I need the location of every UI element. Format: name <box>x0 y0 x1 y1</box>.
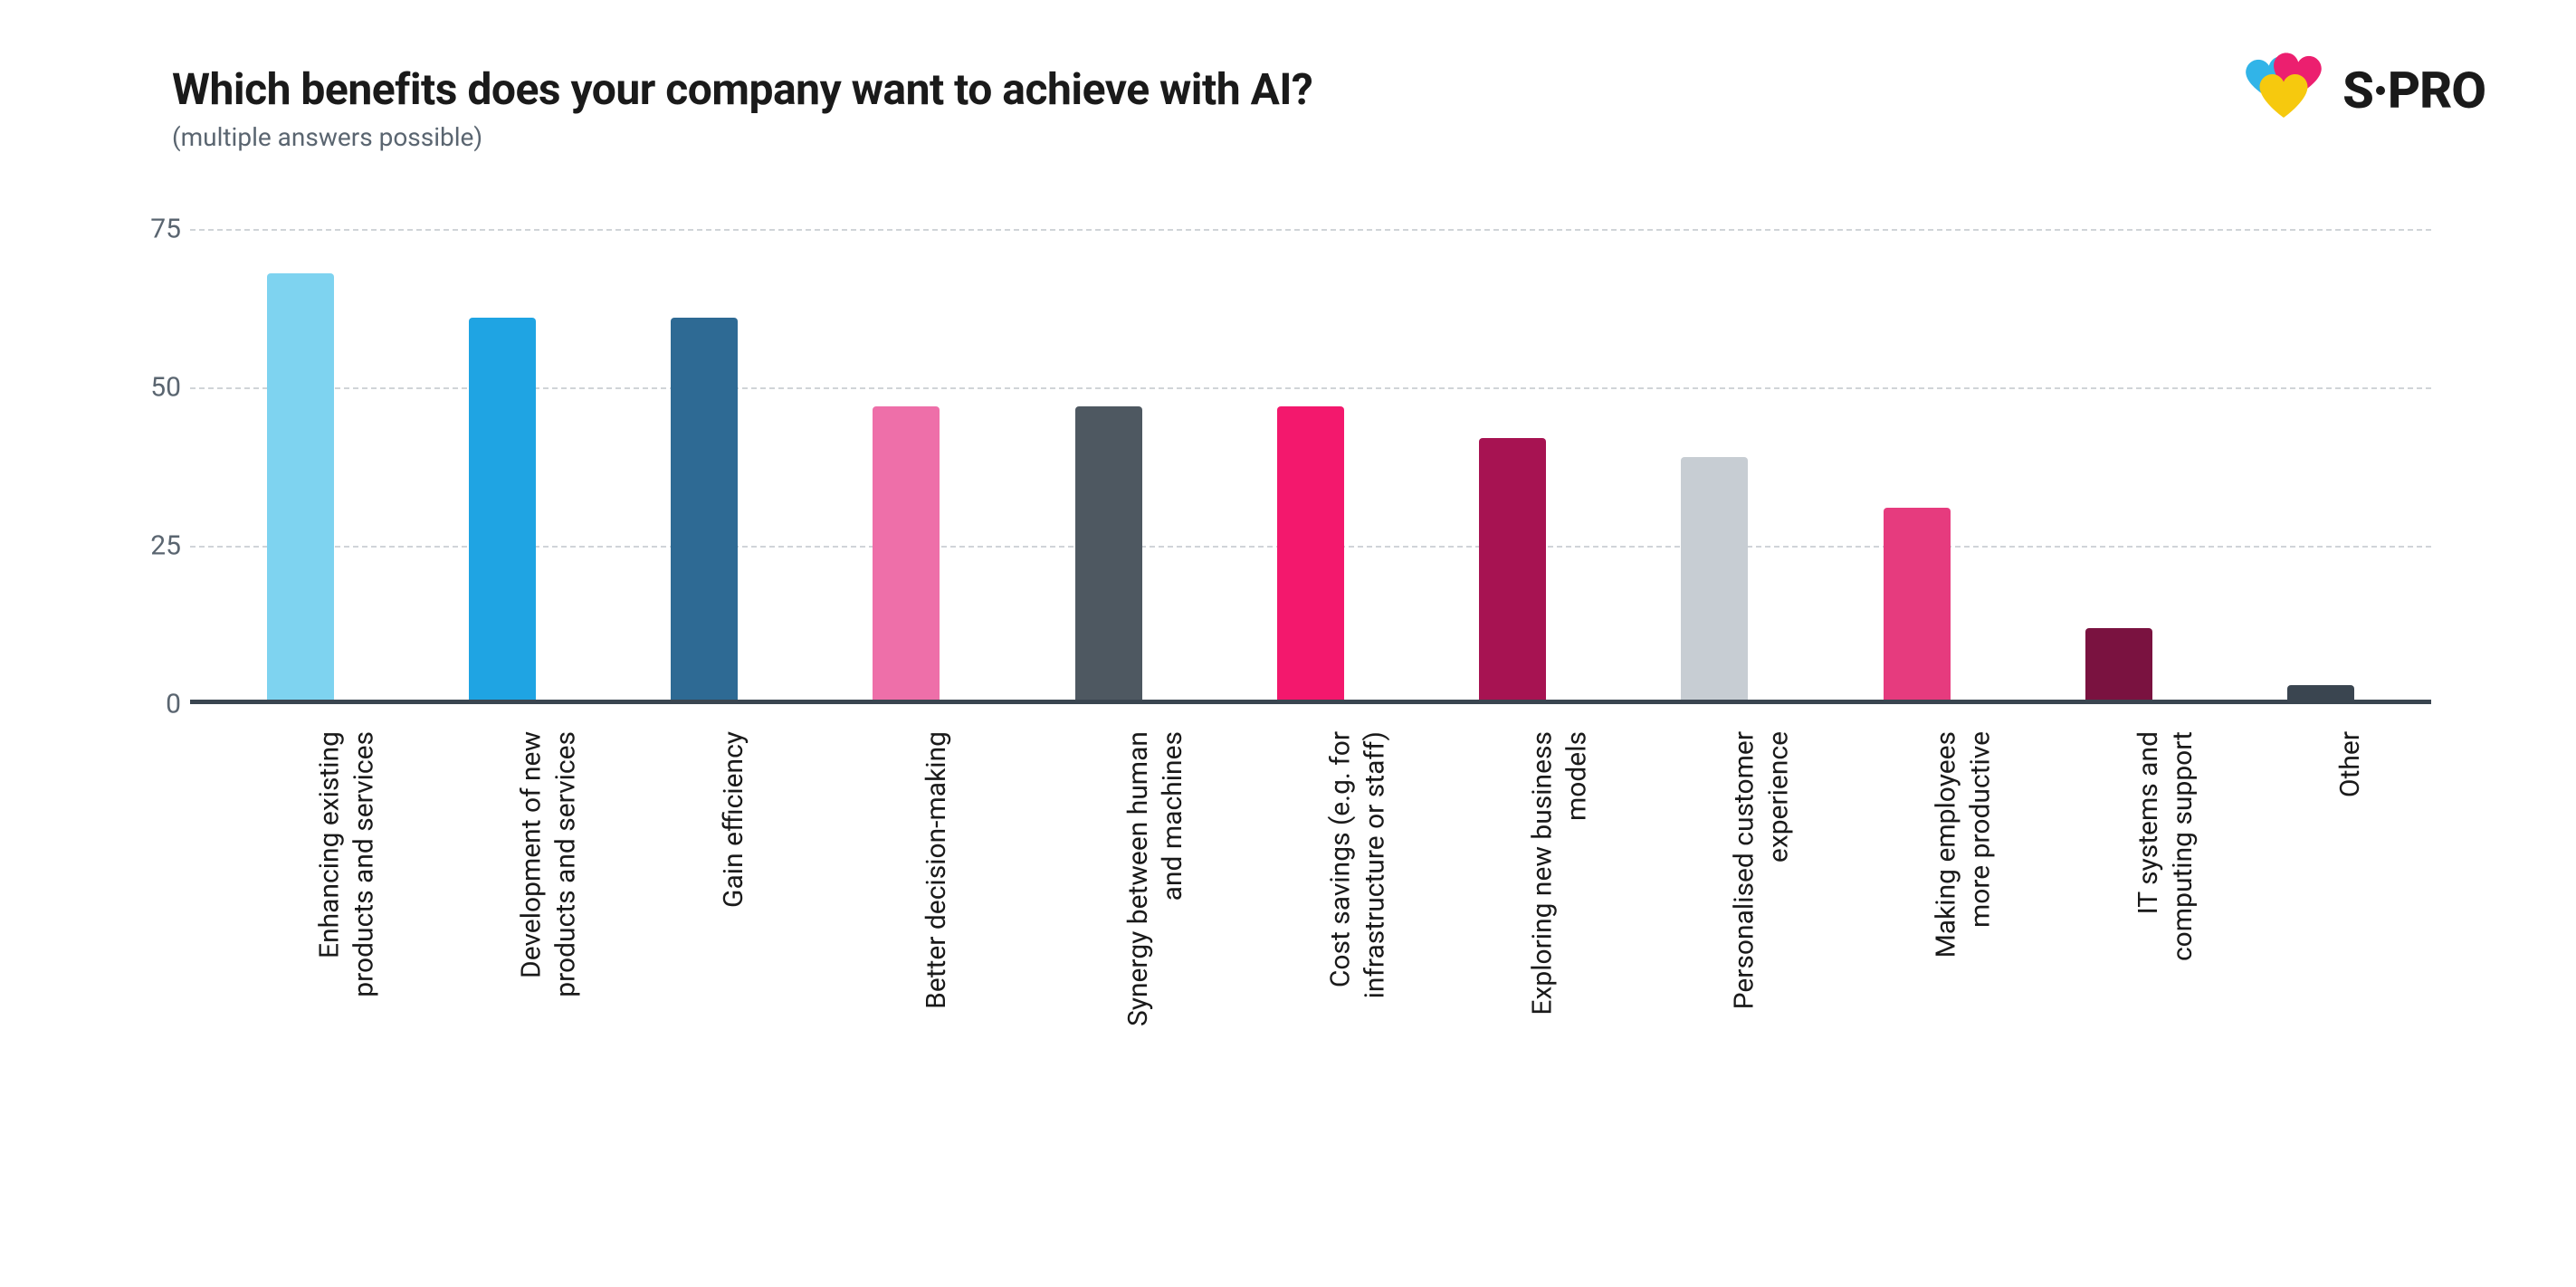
x-axis-label: Making employeesmore productive <box>1930 731 1998 958</box>
y-axis: 0255075 <box>118 197 181 704</box>
brand-name: S PRO <box>2342 61 2485 120</box>
x-axis-baseline <box>190 700 2431 704</box>
bar-slot <box>604 197 806 704</box>
x-axis-label: Better decision-making <box>919 731 953 1009</box>
bar <box>469 318 536 704</box>
chart-container: 0255075 Enhancing existingproducts and s… <box>190 197 2431 704</box>
bar <box>671 318 738 704</box>
brand-text-suffix: PRO <box>2388 61 2485 120</box>
bar-chart: 0255075 Enhancing existingproducts and s… <box>190 197 2431 704</box>
x-axis-label: Cost savings (e.g. forinfrastructure or … <box>1323 731 1391 998</box>
bar <box>1681 457 1748 704</box>
y-tick-label: 50 <box>118 372 181 404</box>
bar-slot <box>1412 197 1614 704</box>
header: Which benefits does your company want to… <box>91 63 2485 152</box>
brand-text-prefix: S <box>2342 61 2373 120</box>
x-axis-label: Gain efficiency <box>717 731 751 908</box>
bar <box>1884 508 1951 704</box>
brand-logo: S PRO <box>2247 54 2485 127</box>
bar-slot <box>1209 197 1411 704</box>
bar-slot <box>806 197 1007 704</box>
title-block: Which benefits does your company want to… <box>91 63 1312 152</box>
x-axis-label: Exploring new businessmodels <box>1525 731 1593 1015</box>
y-tick-label: 0 <box>118 689 181 720</box>
y-tick-label: 25 <box>118 530 181 562</box>
bar <box>1075 406 1142 704</box>
y-tick-label: 75 <box>118 214 181 245</box>
chart-subtitle: (multiple answers possible) <box>172 122 1312 152</box>
bar-slot <box>401 197 603 704</box>
bar-slot <box>2220 197 2422 704</box>
brand-dot-icon <box>2376 86 2385 95</box>
bar-slot <box>1614 197 1816 704</box>
heart-icon <box>2259 74 2308 118</box>
bars-area <box>190 197 2431 704</box>
bar-slot <box>2018 197 2219 704</box>
logo-hearts-icon <box>2247 54 2328 127</box>
chart-title: Which benefits does your company want to… <box>172 63 1312 115</box>
x-axis-label: Development of newproducts and services <box>515 731 583 997</box>
x-axis-label: IT systems andcomputing support <box>2132 731 2199 961</box>
bar <box>2085 628 2152 704</box>
bar <box>267 273 334 704</box>
bar-slot <box>199 197 401 704</box>
bar <box>1277 406 1344 704</box>
bar-slot <box>1007 197 1209 704</box>
x-axis-label: Synergy between humanand machines <box>1121 731 1189 1026</box>
bar <box>873 406 940 704</box>
bar <box>1479 438 1546 704</box>
x-axis-label: Other <box>2333 731 2368 797</box>
bar-slot <box>1816 197 2018 704</box>
x-axis-label: Personalised customerexperience <box>1728 731 1796 1009</box>
x-axis-label: Enhancing existingproducts and services <box>313 731 381 997</box>
